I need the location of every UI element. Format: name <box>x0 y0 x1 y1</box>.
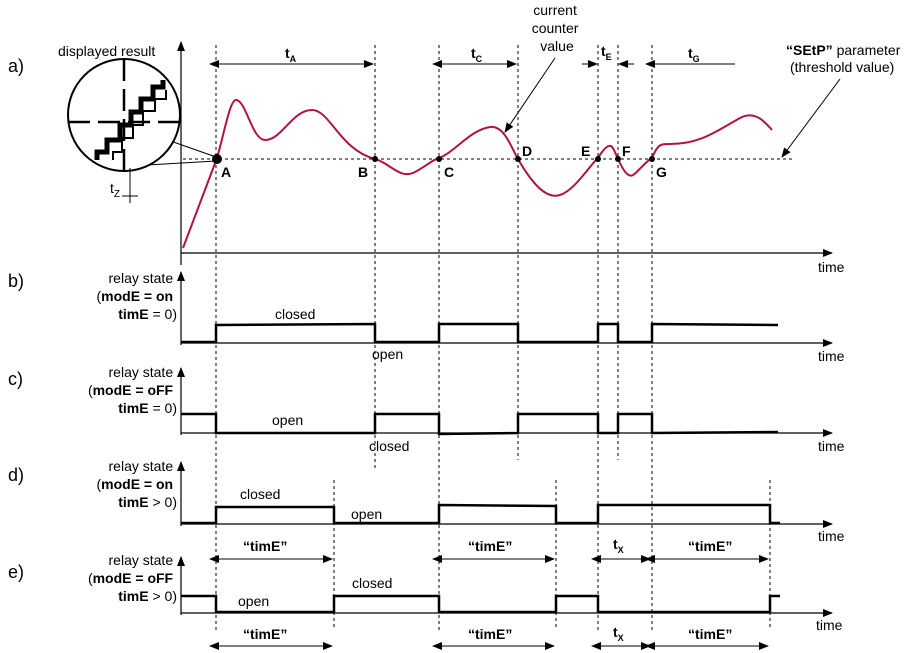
relay-signal-e <box>181 594 780 614</box>
point-label-f: F <box>622 143 631 159</box>
relay-legend-c: relay state (modE = oFF timE = 0) <box>88 364 177 416</box>
open-label-e: open <box>238 593 269 609</box>
relay-legend-b: relay state (modE = on timE = 0) <box>96 270 177 322</box>
open-label-d: open <box>351 506 382 522</box>
point-e <box>595 156 601 162</box>
closed-label-e: closed <box>352 575 392 591</box>
relay-signal-d <box>181 503 780 525</box>
point-a <box>212 154 222 164</box>
panel-label-d: d) <box>8 465 24 485</box>
open-label-b: open <box>372 346 403 362</box>
point-g <box>649 156 655 162</box>
setp-label: “SEtP” parameter <box>786 42 901 58</box>
point-f <box>615 156 621 162</box>
closed-label-c: closed <box>369 438 409 454</box>
current-counter-label: current counter value <box>532 2 583 54</box>
closed-label-b: closed <box>275 306 315 322</box>
panel-label-c: c) <box>8 369 23 389</box>
y-axis-label-a: displayed result <box>58 43 155 59</box>
tg-label: tG <box>688 45 700 64</box>
point-label-c: C <box>444 164 454 180</box>
relay-legend-d: relay state (modE = on timE > 0) <box>96 458 177 510</box>
te-label: tE <box>601 43 612 62</box>
time-label-d2: “timE” <box>468 538 512 554</box>
magnifier-step-dark <box>94 80 166 160</box>
point-label-a: A <box>221 164 231 180</box>
tc-label: tC <box>471 45 483 64</box>
panel-d: time relay state (modE = on timE > 0) cl… <box>96 458 845 563</box>
time-label-e3: “timE” <box>688 626 732 642</box>
relay-signal-c <box>181 412 779 436</box>
closed-label-d: closed <box>240 486 280 502</box>
time-label-e1: “timE” <box>243 626 287 642</box>
panel-e: time relay state (modE = oFF timE > 0) o… <box>88 552 843 650</box>
threshold-label: (threshold value) <box>790 59 894 75</box>
magnifier-step-light <box>112 90 167 160</box>
point-label-b: B <box>358 164 368 180</box>
relay-signal-b <box>181 322 779 344</box>
counter-pointer <box>504 57 556 133</box>
time-label-d1: “timE” <box>243 538 287 554</box>
point-label-e: E <box>581 143 590 159</box>
point-c <box>436 156 442 162</box>
x-axis-label-c: time <box>818 438 845 454</box>
tx-label-d: tX <box>613 536 624 555</box>
point-b <box>372 156 378 162</box>
tx-label-e: tX <box>613 624 624 643</box>
setp-pointer <box>781 78 841 158</box>
ta-label: tA <box>285 45 297 64</box>
x-axis-label-d: time <box>818 528 845 544</box>
x-axis-label-e: time <box>816 617 843 633</box>
panel-c: time relay state (modE = oFF timE = 0) o… <box>88 364 845 454</box>
panel-b: time relay state (modE = on timE = 0) cl… <box>96 270 844 364</box>
tz-label: tZ <box>110 180 120 200</box>
magnifier <box>67 58 217 172</box>
relay-legend-e: relay state (modE = oFF timE > 0) <box>88 552 177 604</box>
panel-a: displayed result time <box>58 2 901 630</box>
point-d <box>515 156 521 162</box>
panel-label-e: e) <box>8 562 24 582</box>
open-label-c: open <box>272 412 303 428</box>
x-axis-label-a: time <box>818 259 845 275</box>
time-label-e2: “timE” <box>468 626 512 642</box>
panel-label-a: a) <box>8 56 24 76</box>
point-label-d: D <box>522 143 532 159</box>
panel-label-b: b) <box>8 271 24 291</box>
time-label-d3: “timE” <box>688 538 732 554</box>
point-label-g: G <box>656 164 667 180</box>
x-axis-label-b: time <box>818 348 845 364</box>
time-markers <box>215 45 771 630</box>
counter-curve <box>182 98 773 249</box>
